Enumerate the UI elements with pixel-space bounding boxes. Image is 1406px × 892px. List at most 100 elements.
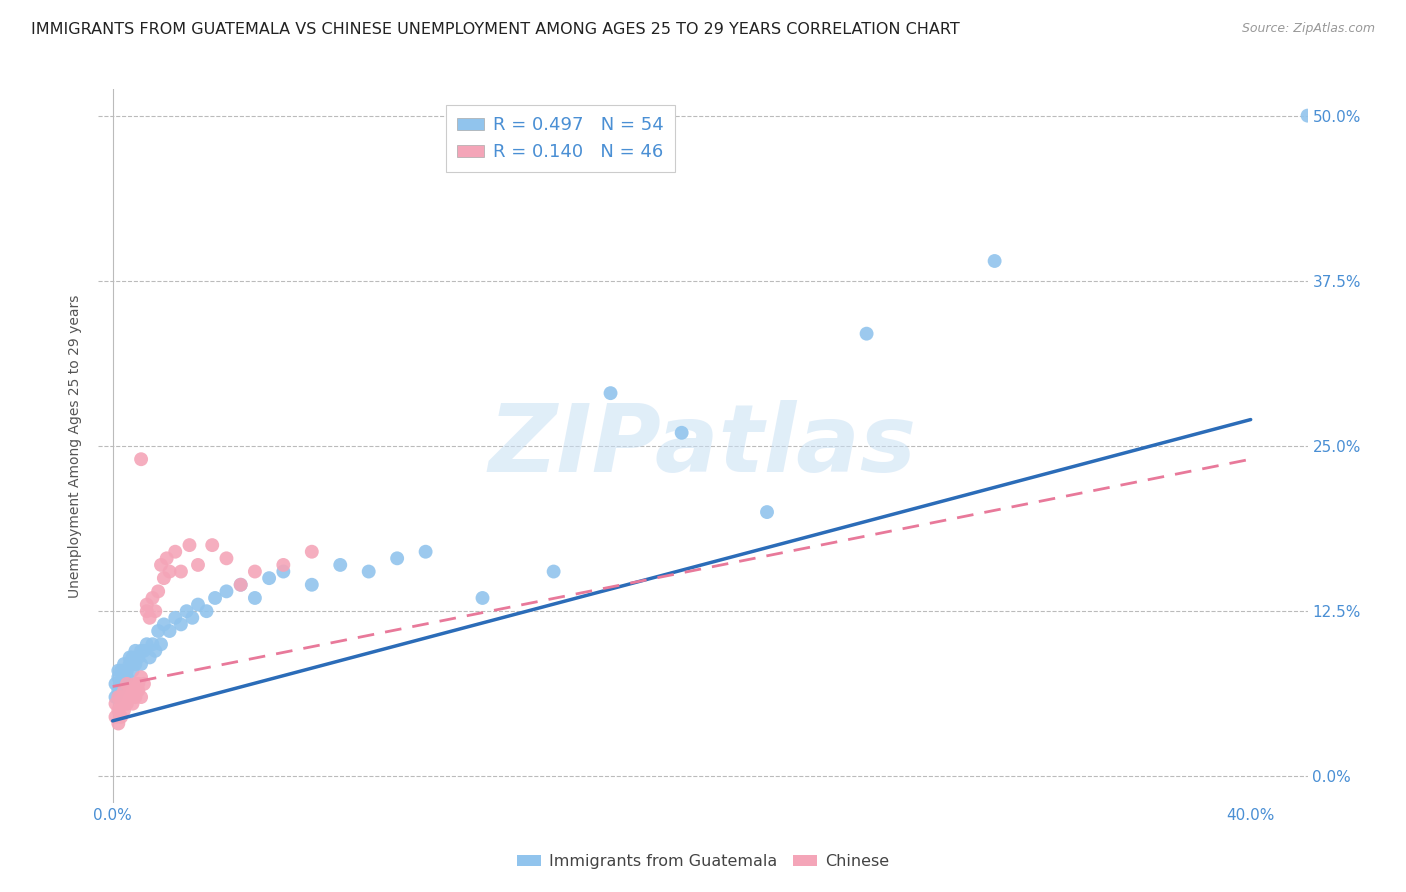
Point — [141, 591, 163, 605]
Point — [181, 611, 204, 625]
Point — [135, 604, 157, 618]
Point — [110, 710, 132, 724]
Point — [135, 637, 157, 651]
Point — [110, 677, 132, 691]
Point — [115, 690, 138, 704]
Point — [118, 650, 141, 665]
Point — [187, 598, 209, 612]
Point — [112, 657, 135, 671]
Point — [273, 558, 295, 572]
Point — [112, 670, 135, 684]
Point — [132, 644, 155, 658]
Point — [127, 683, 149, 698]
Point — [115, 677, 138, 691]
Point — [329, 558, 352, 572]
Point — [215, 584, 238, 599]
Point — [107, 690, 129, 704]
Point — [121, 683, 143, 698]
Point — [124, 677, 146, 691]
Point — [132, 677, 155, 691]
Point — [121, 664, 143, 678]
Point — [107, 716, 129, 731]
Point — [150, 558, 173, 572]
Point — [107, 664, 129, 678]
Point — [229, 578, 252, 592]
Point — [215, 551, 238, 566]
Text: ZIPatlas: ZIPatlas — [489, 400, 917, 492]
Point — [201, 538, 224, 552]
Point — [129, 670, 152, 684]
Text: Source: ZipAtlas.com: Source: ZipAtlas.com — [1241, 22, 1375, 36]
Point — [129, 452, 152, 467]
Point — [138, 611, 160, 625]
Point — [112, 703, 135, 717]
Point — [385, 551, 408, 566]
Point — [112, 683, 135, 698]
Point — [146, 624, 169, 638]
Point — [127, 677, 149, 691]
Point — [357, 565, 380, 579]
Y-axis label: Unemployment Among Ages 25 to 29 years: Unemployment Among Ages 25 to 29 years — [69, 294, 83, 598]
Point — [1296, 109, 1319, 123]
Point — [415, 545, 437, 559]
Point — [143, 644, 166, 658]
Point — [229, 578, 252, 592]
Legend: R = 0.497   N = 54, R = 0.140   N = 46: R = 0.497 N = 54, R = 0.140 N = 46 — [446, 105, 675, 172]
Point — [187, 558, 209, 572]
Point — [179, 538, 201, 552]
Point — [107, 670, 129, 684]
Point — [143, 604, 166, 618]
Point — [176, 604, 198, 618]
Point — [159, 565, 181, 579]
Point — [301, 545, 323, 559]
Point — [124, 690, 146, 704]
Point — [115, 670, 138, 684]
Point — [159, 624, 181, 638]
Point — [129, 657, 152, 671]
Point — [115, 697, 138, 711]
Point — [104, 690, 127, 704]
Point — [170, 565, 193, 579]
Point — [983, 254, 1005, 268]
Point — [118, 690, 141, 704]
Point — [104, 710, 127, 724]
Point — [110, 690, 132, 704]
Point — [153, 617, 176, 632]
Point — [599, 386, 621, 401]
Point — [170, 617, 193, 632]
Point — [107, 703, 129, 717]
Point — [124, 657, 146, 671]
Point — [153, 571, 176, 585]
Point — [257, 571, 280, 585]
Point — [127, 650, 149, 665]
Point — [124, 644, 146, 658]
Point — [150, 637, 173, 651]
Point — [301, 578, 323, 592]
Point — [195, 604, 218, 618]
Point — [141, 637, 163, 651]
Text: IMMIGRANTS FROM GUATEMALA VS CHINESE UNEMPLOYMENT AMONG AGES 25 TO 29 YEARS CORR: IMMIGRANTS FROM GUATEMALA VS CHINESE UNE… — [31, 22, 960, 37]
Point — [121, 650, 143, 665]
Point — [146, 584, 169, 599]
Point — [756, 505, 779, 519]
Point — [156, 551, 179, 566]
Point — [138, 650, 160, 665]
Point — [471, 591, 494, 605]
Point — [243, 591, 266, 605]
Point — [165, 545, 187, 559]
Point — [118, 683, 141, 698]
Point — [543, 565, 565, 579]
Point — [121, 697, 143, 711]
Point — [104, 697, 127, 711]
Point — [104, 677, 127, 691]
Point — [115, 664, 138, 678]
Point — [129, 690, 152, 704]
Point — [243, 565, 266, 579]
Point — [273, 565, 295, 579]
Point — [110, 664, 132, 678]
Legend: Immigrants from Guatemala, Chinese: Immigrants from Guatemala, Chinese — [510, 847, 896, 875]
Point — [107, 683, 129, 698]
Point — [855, 326, 877, 341]
Point — [129, 644, 152, 658]
Point — [110, 697, 132, 711]
